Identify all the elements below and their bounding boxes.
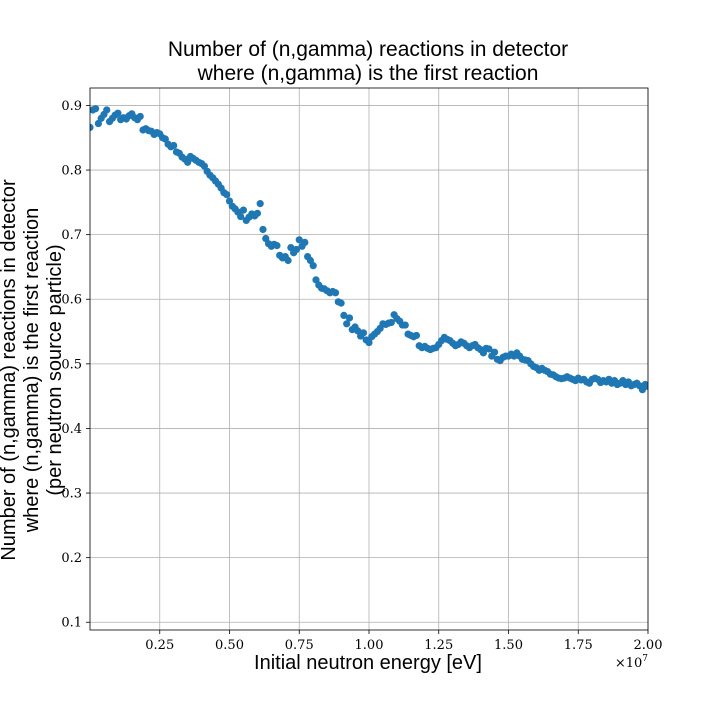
- data-point: [359, 329, 368, 337]
- y-tick-label: 0.6: [61, 293, 82, 308]
- data-point: [136, 112, 144, 121]
- y-tick-label: 0.1: [61, 616, 82, 631]
- data-point: [170, 141, 178, 150]
- data-point: [273, 242, 281, 250]
- plot-frame: [89, 87, 649, 631]
- y-tick-label: 0.7: [61, 228, 82, 243]
- data-point: [223, 190, 231, 199]
- y-axis-label-line-1: Number of (n,gamma) reactions in detecto…: [0, 179, 20, 561]
- y-tick-label: 0.2: [61, 551, 82, 566]
- x-tick-label: 1.25: [424, 638, 453, 653]
- data-point: [331, 289, 340, 297]
- data-point: [90, 123, 94, 132]
- x-axis-offset-exponent: 7: [642, 654, 648, 664]
- data-point: [490, 348, 499, 356]
- x-tick-label: 1.50: [494, 638, 523, 653]
- y-tick-label: 0.9: [61, 99, 82, 114]
- chart-title-line-2: where (n,gamma) is the first reaction: [197, 62, 539, 85]
- x-axis-offset-base: ×10: [615, 656, 642, 671]
- data-point: [337, 299, 345, 307]
- data-point: [239, 206, 248, 214]
- x-tick-label: 1.75: [564, 638, 593, 653]
- data-point: [103, 106, 111, 114]
- x-axis-offset-label: ×107: [615, 654, 648, 671]
- grid-lines: [90, 88, 649, 630]
- x-tick-label: 0.75: [285, 638, 314, 653]
- data-point: [340, 311, 348, 319]
- y-tick-label: 0.3: [61, 487, 82, 502]
- data-point: [259, 225, 267, 234]
- data-point: [184, 158, 192, 166]
- chart-title-line-1: Number of (n,gamma) reactions in detecto…: [168, 38, 568, 61]
- y-axis-label: Number of (n,gamma) reactions in detecto…: [0, 179, 66, 561]
- data-point: [114, 109, 122, 117]
- data-point: [309, 262, 317, 270]
- data-point: [256, 200, 264, 208]
- y-tick-label: 0.4: [61, 422, 82, 437]
- x-axis-label: Initial neutron energy [eV]: [254, 652, 482, 674]
- y-tick-label: 0.8: [61, 164, 82, 179]
- x-tick-label: 0.25: [145, 638, 174, 653]
- data-point: [301, 238, 309, 246]
- y-axis-label-line-2: where (n,gamma) is the first reaction: [21, 208, 43, 534]
- y-tick-label: 0.5: [61, 357, 82, 372]
- data-point: [284, 256, 292, 265]
- x-tick-label: 2.00: [634, 638, 663, 653]
- data-point: [91, 105, 100, 113]
- y-axis-label-line-3: (per neutron source particle): [44, 244, 66, 495]
- data-point: [253, 209, 261, 217]
- data-point: [401, 321, 409, 329]
- x-tick-label: 0.50: [215, 638, 244, 653]
- data-point: [365, 338, 373, 347]
- data-points: [90, 105, 648, 394]
- data-point: [412, 331, 421, 340]
- data-point: [387, 318, 395, 327]
- data-point: [345, 314, 354, 322]
- data-point: [644, 382, 648, 391]
- data-point: [485, 345, 493, 353]
- x-tick-label: 1.00: [355, 638, 384, 653]
- data-point: [292, 245, 301, 254]
- axis-ticks: 0.25 0.50 0.75 1.00 1.25 1.50 1.75 2.00 0.1 0.2 0.…: [61, 99, 662, 653]
- data-point: [237, 212, 245, 221]
- data-point: [295, 236, 303, 244]
- data-point: [343, 320, 351, 328]
